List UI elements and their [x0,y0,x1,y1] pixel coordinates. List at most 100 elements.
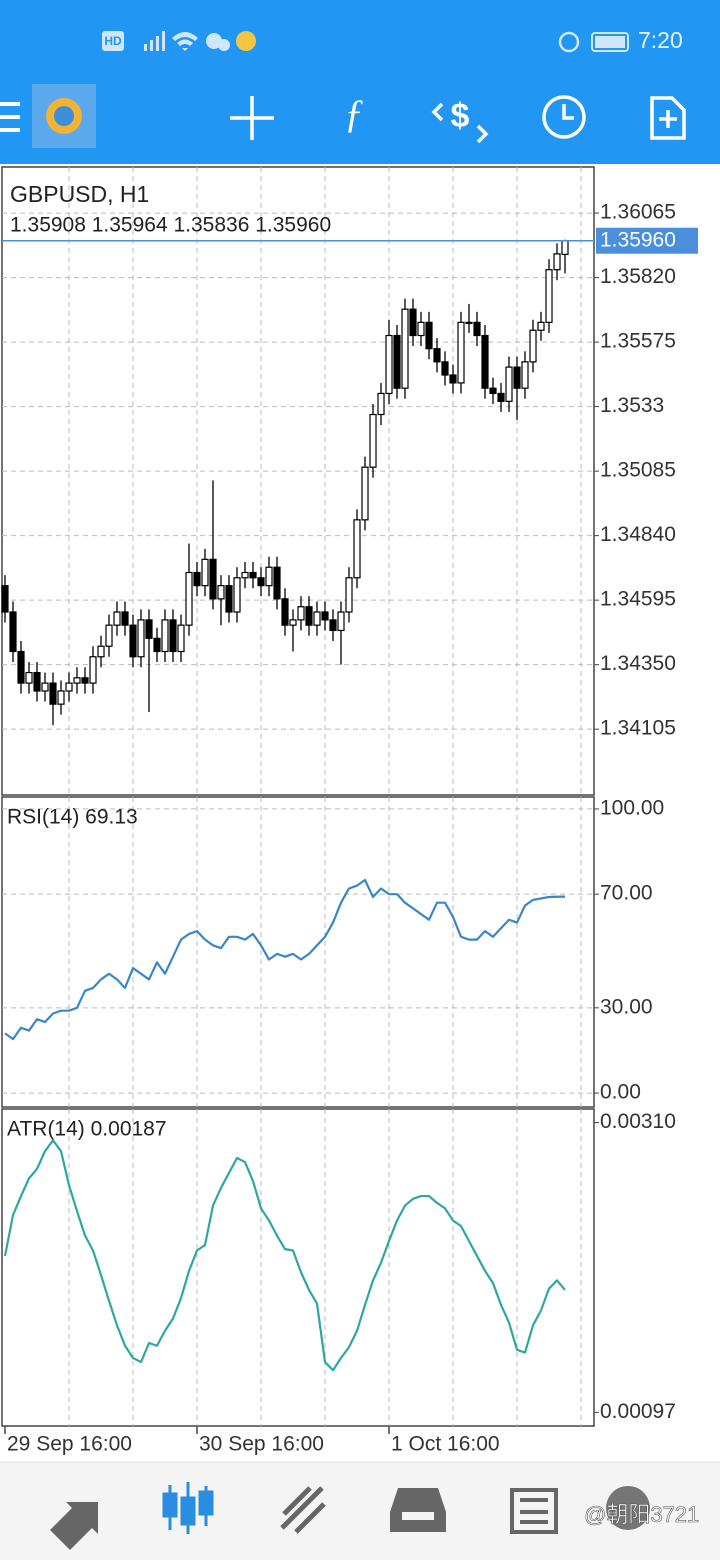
logo-center [54,106,74,126]
candle-body [9,611,17,653]
candle-body [329,619,337,632]
candle-body [513,366,521,389]
candle-body [201,558,209,587]
candle-body [41,682,49,692]
battery-icon [591,32,629,52]
candle-body [417,321,425,337]
candle-body [361,466,369,521]
candle-body [241,571,249,579]
candle-body [33,671,41,692]
y-tick-label: 30.00 [600,995,653,1018]
trade-button[interactable]: $ [431,97,489,144]
watermark-icon [606,1486,650,1530]
y-tick-label: 1.35575 [600,330,676,353]
candle-body [521,361,529,389]
candle-body [65,682,73,692]
candle-body [97,645,105,658]
alarm-icon [558,31,580,53]
candle-body [537,321,545,331]
crosshair-button[interactable] [230,96,274,140]
candle-body [257,577,265,587]
candle-body [73,677,81,684]
candle-body [433,348,441,363]
candle-body [289,619,297,626]
network-label: HD [104,34,122,48]
app-icon [236,31,256,51]
candle-body [57,690,65,705]
menu-button[interactable] [0,102,20,132]
y-tick-label: 0.00 [600,1081,641,1104]
candle-body [89,656,97,684]
hd-badge [102,31,124,51]
battery-level [595,36,625,48]
indicator-title: ATR(14) 0.00187 [7,1118,167,1141]
candle-body [297,606,305,621]
candle-body [305,606,313,626]
candle-body [145,619,153,639]
candle-body [345,577,353,613]
candle-body [185,571,193,626]
candle-body [265,566,273,587]
y-tick-label: 70.00 [600,882,653,905]
candle-body [313,611,321,626]
y-tick-label: 100.00 [600,796,664,819]
candle-body [481,334,489,389]
candle-body [113,611,121,626]
y-tick-label: 1.34105 [600,717,676,740]
indicator-line [4,878,566,1041]
top-bar [0,0,720,164]
candle-body [353,519,361,579]
price-panel [1,166,595,796]
last-price-box [596,227,698,254]
candle-body [337,611,345,632]
new-order-button[interactable] [650,96,686,140]
x-tick-label: 29 Sep 16:00 [7,1433,132,1456]
candle-body [425,321,433,350]
watermark: @朝阳3721 [584,1502,699,1527]
candle-body [465,321,473,324]
candle-body [473,321,481,337]
candle-body [385,334,393,395]
candle-body [169,619,177,653]
nav-quotes[interactable] [50,1502,98,1550]
nav-news[interactable] [510,1488,558,1534]
candle-body [105,624,113,647]
candle-body [497,392,505,402]
nav-trade[interactable] [280,1486,326,1534]
x-tick-label: 1 Oct 16:00 [391,1433,500,1456]
candle-body [193,571,201,587]
candle-body [393,334,401,389]
candle-body [561,240,569,256]
y-tick-label: 1.34840 [600,523,676,546]
atr-panel [1,1108,595,1427]
nav-chart[interactable] [162,1482,214,1534]
y-tick-label: 0.00310 [600,1110,676,1133]
candle-body [409,308,417,337]
indicator-title: RSI(14) 69.13 [7,806,138,829]
clock: 7:20 [638,27,683,53]
candle-body [505,366,513,402]
bottom-nav [0,1462,720,1560]
candle-body [81,677,89,684]
rsi-panel [1,796,595,1108]
candle-body [545,269,553,323]
candle-body [489,387,497,395]
candle-body [273,566,281,600]
candle-body [161,619,169,653]
period-button[interactable] [542,95,586,139]
candle-body [225,585,233,613]
y-tick-label: 1.34350 [600,652,676,675]
indicator-button[interactable]: ƒ [344,91,364,136]
candle-body [449,374,457,384]
indicator-line [3,1139,566,1372]
candle-body [137,619,145,658]
candle-body [441,361,449,376]
nav-history[interactable] [390,1488,446,1532]
chart-title: GBPUSD, H1 [10,181,149,207]
candle-body [217,585,225,600]
candle-body [129,624,137,658]
candle-body [1,585,9,613]
candle-body [49,682,57,705]
